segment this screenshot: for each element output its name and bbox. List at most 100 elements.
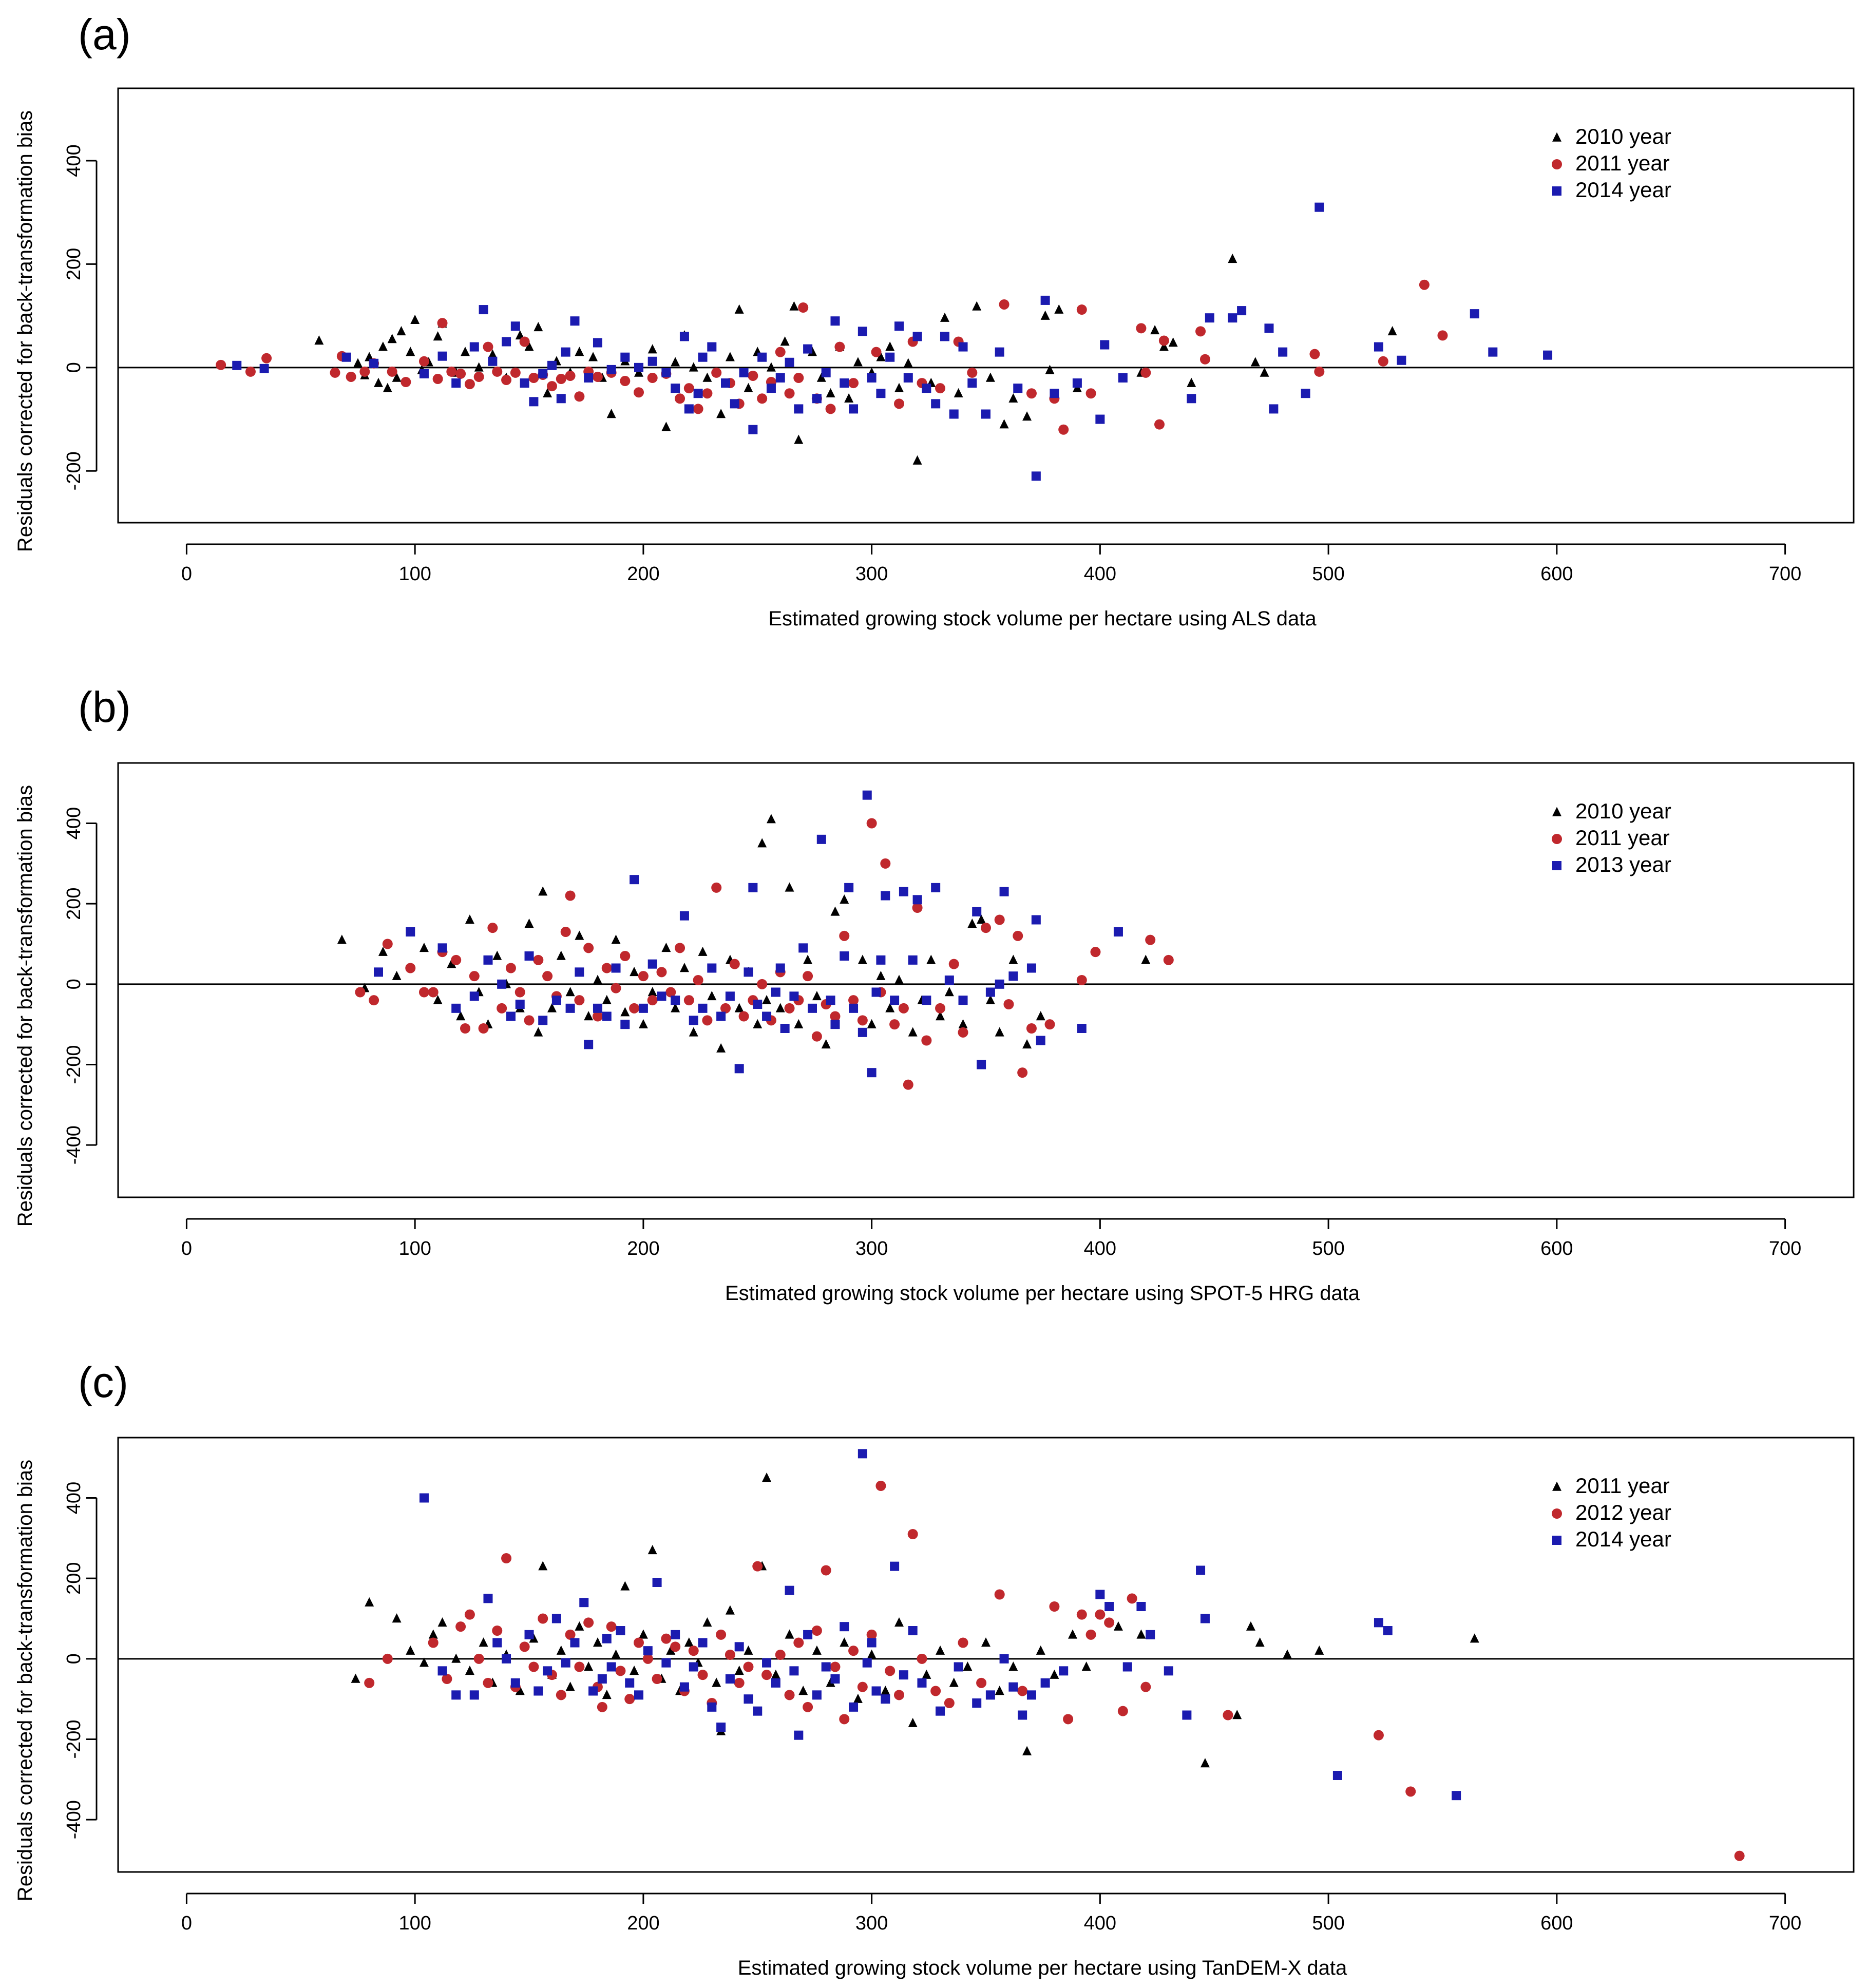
data-point [602, 1011, 612, 1021]
data-point [890, 1561, 900, 1571]
data-point [428, 987, 439, 998]
data-point [821, 1039, 831, 1049]
data-point [867, 1068, 877, 1078]
data-point [830, 1020, 840, 1029]
data-point [785, 1629, 794, 1639]
data-point [866, 818, 877, 829]
data-point [881, 1694, 890, 1704]
data-point [574, 995, 585, 1006]
data-point [584, 373, 594, 383]
data-point [999, 419, 1009, 429]
panel-label: (a) [78, 10, 131, 59]
data-point [1374, 342, 1383, 352]
data-point [857, 1681, 868, 1692]
data-point [1146, 1630, 1155, 1639]
data-point [1050, 389, 1059, 398]
data-point [261, 353, 272, 364]
data-point [1374, 1618, 1383, 1628]
data-point [428, 1637, 439, 1648]
x-tick-label: 100 [398, 1238, 431, 1259]
data-point [738, 1011, 749, 1022]
data-point [661, 1658, 671, 1668]
data-point [821, 1662, 831, 1672]
data-point [355, 987, 366, 998]
data-point [1228, 254, 1237, 263]
data-point [995, 979, 1004, 989]
data-point [743, 1661, 754, 1672]
data-point [1383, 1626, 1393, 1635]
data-point [428, 1629, 438, 1639]
data-point [652, 1578, 662, 1587]
data-point [693, 389, 703, 398]
data-point [1309, 349, 1320, 359]
data-point [803, 344, 813, 354]
data-point [382, 939, 393, 949]
data-point [775, 347, 786, 357]
y-tick-label: 200 [63, 248, 85, 280]
data-point [464, 1609, 475, 1620]
legend: 2010 year 2011 year 2014 year [1552, 124, 1671, 202]
data-point [616, 1626, 625, 1635]
data-point [716, 409, 726, 418]
data-point [844, 883, 854, 892]
data-point [634, 362, 643, 372]
x-tick-label: 0 [181, 1913, 192, 1934]
data-point [994, 1589, 1005, 1600]
data-point [693, 975, 703, 985]
data-point [620, 376, 631, 387]
data-point [949, 1677, 959, 1687]
plot-frame [117, 1437, 1855, 1873]
data-point [1734, 1850, 1745, 1861]
data-point [752, 1561, 763, 1572]
data-point [762, 1011, 772, 1021]
data-point [1040, 310, 1050, 320]
data-point [602, 1689, 612, 1699]
data-point [538, 1561, 548, 1571]
data-point [785, 1585, 794, 1595]
data-point [940, 332, 949, 341]
data-point [461, 347, 470, 356]
data-point [949, 409, 959, 419]
data-point [488, 349, 498, 359]
data-point [556, 950, 566, 960]
legend-label: 2010 year [1575, 124, 1671, 148]
data-point [638, 1003, 648, 1013]
data-point [1008, 954, 1018, 964]
series-3 [374, 790, 1123, 1078]
x-tick-label: 500 [1312, 1913, 1344, 1934]
y-axis-title: Residuals corrected for back-transformat… [14, 1460, 36, 1901]
data-point [492, 1638, 502, 1648]
data-point [794, 434, 804, 444]
data-point [647, 995, 658, 1006]
data-point [1200, 1758, 1210, 1768]
data-point [775, 373, 785, 383]
data-point [707, 342, 717, 352]
data-point [999, 887, 1009, 896]
data-point [547, 381, 557, 392]
data-point [954, 1662, 963, 1672]
data-point [794, 1019, 804, 1028]
data-point [656, 967, 667, 978]
data-point [867, 1638, 877, 1648]
data-point [734, 304, 744, 314]
data-point [757, 838, 767, 848]
data-point [1040, 295, 1050, 305]
data-point [1026, 388, 1037, 399]
data-point [849, 1702, 859, 1712]
data-point [944, 987, 954, 997]
data-point [808, 1003, 817, 1013]
data-point [583, 1617, 594, 1628]
data-point [593, 1637, 602, 1647]
x-tick-label: 700 [1769, 563, 1801, 585]
data-point [830, 906, 840, 916]
data-point [469, 342, 479, 352]
data-point [602, 995, 612, 1004]
data-point [460, 1023, 470, 1034]
data-point [1199, 354, 1210, 365]
data-point [744, 383, 753, 392]
data-point [762, 1472, 772, 1482]
x-tick-label: 700 [1769, 1913, 1801, 1934]
data-point [574, 1661, 585, 1672]
data-point [593, 338, 602, 348]
data-point [890, 996, 900, 1005]
